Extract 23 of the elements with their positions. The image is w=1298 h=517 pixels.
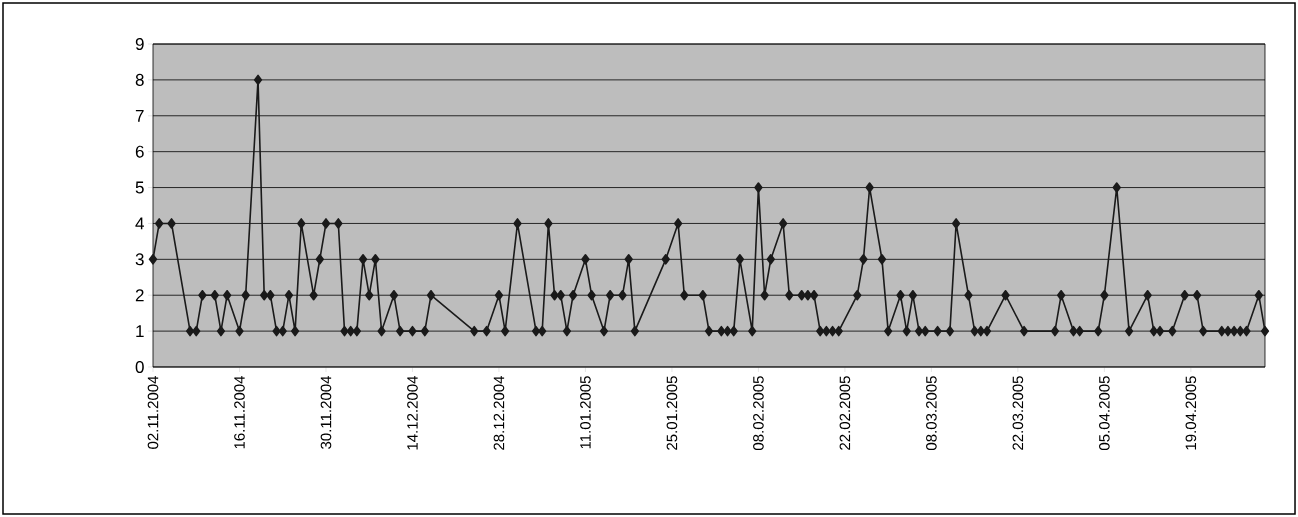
y-tick-label: 6 [135,145,144,158]
y-tick-label: 5 [135,181,144,194]
y-tick-label: 3 [135,253,144,266]
x-tick-label: 05.04.2005 [1099,376,1110,451]
y-tick-label: 8 [135,73,144,86]
x-tick-label: 11.01.2005 [580,376,591,449]
y-tick-label: 9 [135,37,144,51]
x-tick-label: 25.01.2005 [666,376,678,450]
x-tick-label: 22.03.2005 [1012,376,1024,450]
y-tick-label: 0 [135,360,144,374]
x-tick-label: 08.03.2005 [926,376,937,451]
x-tick-label: 02.11.2004 [147,375,159,449]
y-tick-label: 7 [135,109,144,122]
y-tick-label: 4 [135,217,144,230]
x-tick-label: 16.11.2004 [234,375,245,449]
y-tick-label: 2 [135,289,144,302]
x-tick-label: 19.04.2005 [1185,376,1197,450]
x-tick-label: 30.11.2004 [320,375,332,449]
y-tick-label: 1 [136,325,144,337]
x-tick-label: 08.02.2005 [753,376,764,451]
x-tick-label: 28.12.2004 [493,375,505,450]
x-tick-label: 14.12.2004 [407,375,418,450]
x-tick-label: 22.02.2005 [839,376,851,450]
